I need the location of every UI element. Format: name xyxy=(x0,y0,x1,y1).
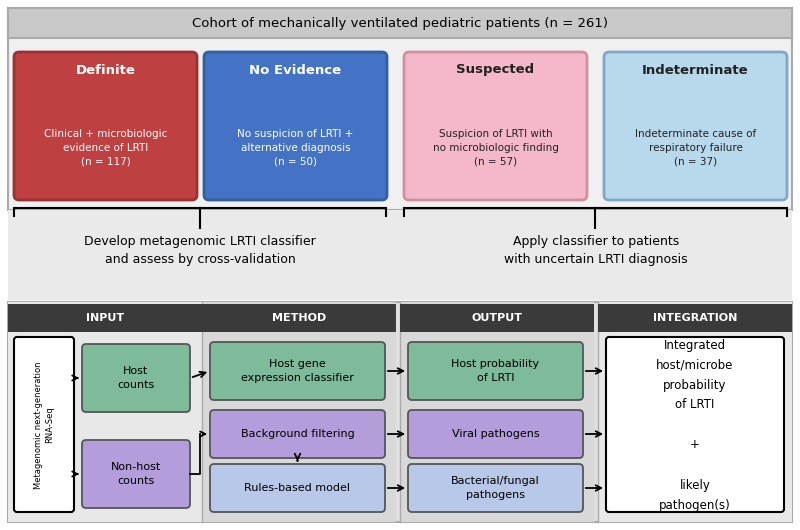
Text: INPUT: INPUT xyxy=(86,313,124,323)
Text: Cohort of mechanically ventilated pediatric patients (n = 261): Cohort of mechanically ventilated pediat… xyxy=(192,16,608,30)
Text: No Evidence: No Evidence xyxy=(250,64,342,76)
Text: Suspected: Suspected xyxy=(457,64,534,76)
Text: Metagenomic next-generation
RNA-Seq: Metagenomic next-generation RNA-Seq xyxy=(34,361,54,489)
Text: Viral pathogens: Viral pathogens xyxy=(452,429,539,439)
Bar xyxy=(8,8,792,210)
FancyBboxPatch shape xyxy=(210,410,385,458)
Bar xyxy=(202,302,396,522)
FancyBboxPatch shape xyxy=(408,410,583,458)
FancyBboxPatch shape xyxy=(404,52,587,200)
Bar xyxy=(8,304,202,332)
FancyBboxPatch shape xyxy=(210,342,385,400)
Bar xyxy=(400,302,594,522)
FancyBboxPatch shape xyxy=(408,342,583,400)
Text: Integrated
host/microbe
probability
of LRTI

+

likely
pathogen(s): Integrated host/microbe probability of L… xyxy=(656,339,734,511)
FancyBboxPatch shape xyxy=(606,337,784,512)
Bar xyxy=(8,302,792,522)
Text: Definite: Definite xyxy=(75,64,135,76)
Text: Suspicion of LRTI with
no microbiologic finding
(n = 57): Suspicion of LRTI with no microbiologic … xyxy=(433,129,558,166)
Bar xyxy=(400,304,594,332)
Text: METHOD: METHOD xyxy=(272,313,326,323)
Text: Bacterial/fungal
pathogens: Bacterial/fungal pathogens xyxy=(451,476,540,500)
Text: Clinical + microbiologic
evidence of LRTI
(n = 117): Clinical + microbiologic evidence of LRT… xyxy=(44,129,167,166)
Bar xyxy=(598,302,792,522)
Text: Host
counts: Host counts xyxy=(118,366,154,390)
Bar xyxy=(202,304,396,332)
Text: Indeterminate cause of
respiratory failure
(n = 37): Indeterminate cause of respiratory failu… xyxy=(635,129,756,166)
Text: Rules-based model: Rules-based model xyxy=(245,483,350,493)
Bar xyxy=(8,210,792,300)
Text: Apply classifier to patients
with uncertain LRTI diagnosis: Apply classifier to patients with uncert… xyxy=(504,235,688,266)
Text: OUTPUT: OUTPUT xyxy=(471,313,522,323)
Text: Non-host
counts: Non-host counts xyxy=(111,462,161,485)
Text: Host gene
expression classifier: Host gene expression classifier xyxy=(241,359,354,383)
FancyBboxPatch shape xyxy=(408,464,583,512)
Text: No suspicion of LRTI +
alternative diagnosis
(n = 50): No suspicion of LRTI + alternative diagn… xyxy=(238,129,354,166)
Bar xyxy=(8,302,202,522)
Text: Background filtering: Background filtering xyxy=(241,429,354,439)
FancyBboxPatch shape xyxy=(82,440,190,508)
Bar xyxy=(598,304,792,332)
FancyBboxPatch shape xyxy=(14,337,74,512)
FancyBboxPatch shape xyxy=(82,344,190,412)
Text: Indeterminate: Indeterminate xyxy=(642,64,749,76)
Text: INTEGRATION: INTEGRATION xyxy=(653,313,737,323)
FancyBboxPatch shape xyxy=(14,52,197,200)
Text: Host probability
of LRTI: Host probability of LRTI xyxy=(451,359,539,383)
FancyBboxPatch shape xyxy=(210,464,385,512)
Text: Develop metagenomic LRTI classifier
and assess by cross-validation: Develop metagenomic LRTI classifier and … xyxy=(84,235,316,266)
Bar xyxy=(8,8,792,38)
FancyBboxPatch shape xyxy=(204,52,387,200)
FancyBboxPatch shape xyxy=(604,52,787,200)
